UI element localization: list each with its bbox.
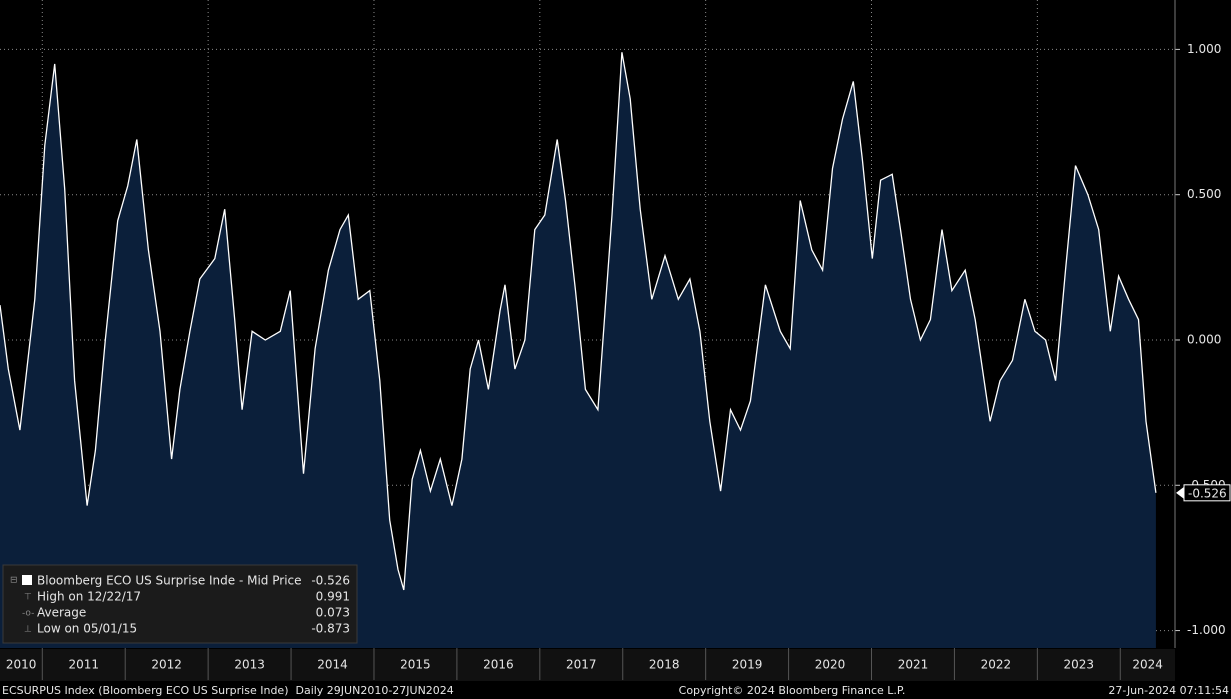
x-axis: 2010 2011 2012 2013 2014 2015 2016 2017 2018 2019… — [6, 648, 1163, 680]
line — [0, 52, 1157, 591]
legend-series-name: Bloomberg ECO US Surprise Inde - Mid Pri… — [37, 574, 302, 588]
x-tick-label: 2012 — [151, 658, 182, 672]
plot — [0, 0, 1175, 649]
y-tick-label: 0.000 — [1187, 332, 1221, 346]
footer-center: Copyright© 2024 Bloomberg Finance L.P. — [679, 684, 906, 697]
area — [0, 52, 1156, 649]
y-tick-label: 1.000 — [1187, 42, 1221, 56]
legend-low: -0.873 — [311, 622, 350, 636]
x-tick-label: 2020 — [815, 658, 846, 672]
y-tick-label: 0.500 — [1187, 187, 1221, 201]
y-tick-label: -1.000 — [1187, 623, 1226, 637]
x-tick-label: 2015 — [400, 658, 431, 672]
legend-average: 0.073 — [316, 606, 350, 620]
legend-box — [2, 564, 358, 644]
x-tick-label: 2014 — [317, 658, 348, 672]
legend-icon: ⊥ — [24, 625, 32, 635]
x-tick-label: 2024 — [1132, 658, 1163, 672]
x-tick-label: 2013 — [234, 658, 265, 672]
legend: ⊟ Bloomberg ECO US Surprise Inde - Mid P… — [2, 564, 358, 644]
x-tick-label: 2021 — [898, 658, 929, 672]
footer-right: 27-Jun-2024 07:11:54 — [1108, 684, 1229, 697]
legend-high-label: High on 12/22/17 — [37, 590, 141, 604]
last-value-label: -0.526 — [1188, 486, 1227, 500]
last-value-pointer — [1176, 486, 1184, 499]
footer-left: ECSURPUS Index (Bloomberg ECO US Surpris… — [2, 684, 454, 697]
x-tick-label: 2022 — [981, 658, 1012, 672]
legend-icon: -o- — [22, 609, 34, 619]
x-tick-label: 2018 — [649, 658, 680, 672]
x-tick-label: 2017 — [566, 658, 597, 672]
legend-high: 0.991 — [316, 590, 350, 604]
legend-average-label: Average — [37, 606, 86, 620]
legend-low-label: Low on 05/01/15 — [37, 622, 137, 636]
x-tick-label: 2011 — [68, 658, 99, 672]
legend-icon: ⊟ — [10, 576, 18, 586]
x-axis-band — [0, 649, 1175, 681]
legend-icon: ⊤ — [24, 593, 32, 603]
x-tick-label: 2023 — [1064, 658, 1095, 672]
x-tick-label: 2010 — [6, 658, 37, 672]
x-tick-label: 2019 — [732, 658, 763, 672]
x-tick-label: 2016 — [483, 658, 514, 672]
legend-swatch — [22, 575, 32, 585]
legend-current: -0.526 — [311, 574, 350, 588]
